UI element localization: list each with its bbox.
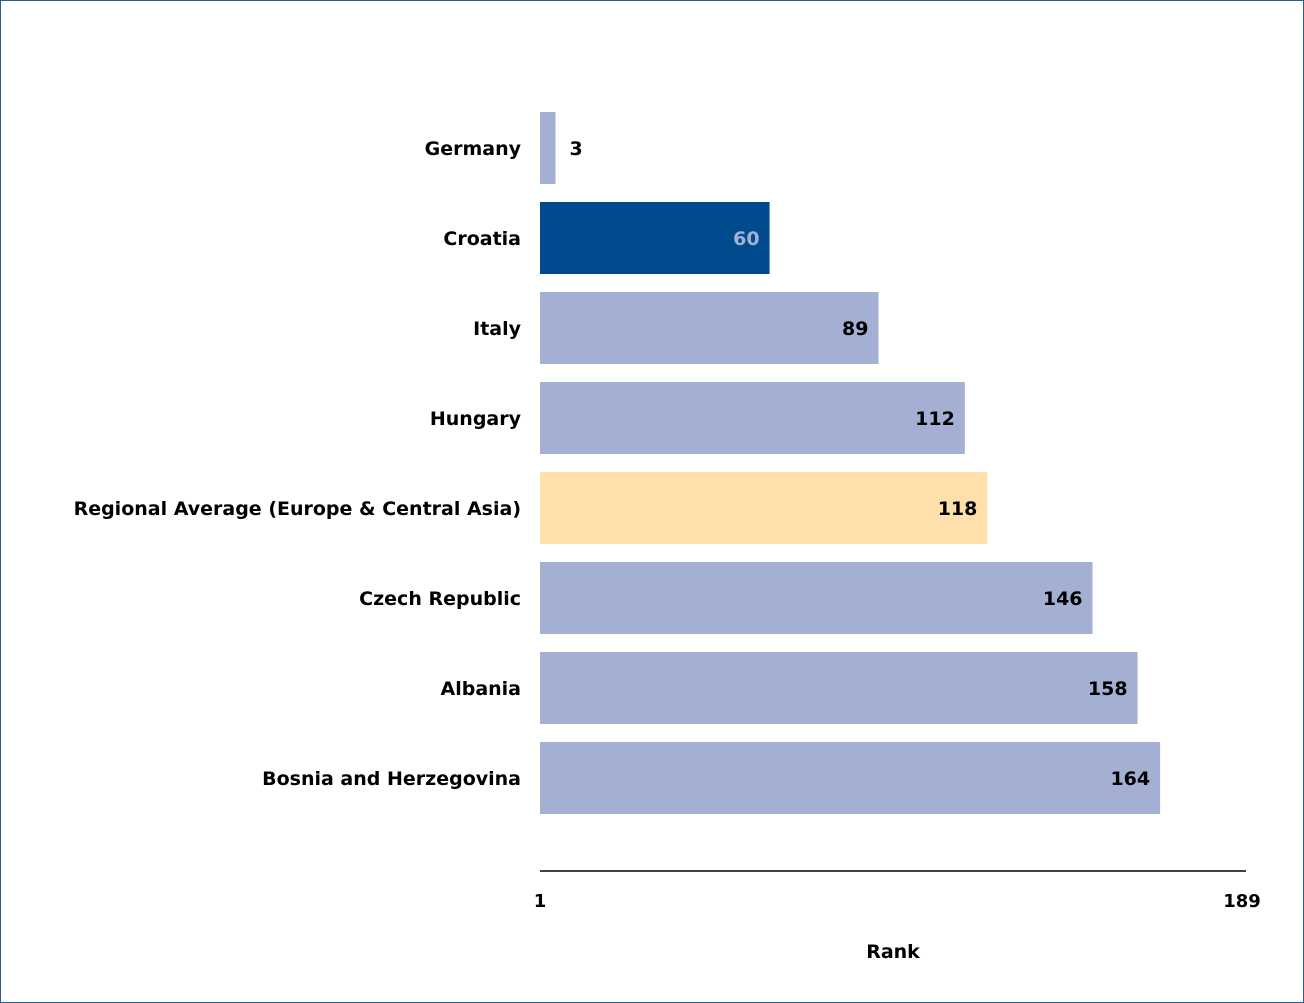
- bar-0: [540, 112, 556, 184]
- value-label-2: 89: [842, 318, 868, 340]
- value-label-5: 146: [1043, 588, 1083, 610]
- category-label-4: Regional Average (Europe & Central Asia): [74, 498, 521, 520]
- category-label-2: Italy: [473, 318, 521, 340]
- value-label-4: 118: [938, 498, 978, 520]
- x-axis-label: Rank: [866, 941, 920, 963]
- bars-group: Germany 3 Croatia 60 Italy 89 Hungary 112 Region…: [74, 112, 1161, 814]
- category-label-3: Hungary: [430, 408, 522, 430]
- bar-4: [540, 472, 988, 544]
- x-tick-label-min: 1: [534, 891, 547, 912]
- value-label-3: 112: [915, 408, 955, 430]
- value-label-1: 60: [733, 228, 759, 250]
- category-label-5: Czech Republic: [359, 588, 521, 610]
- bar-3: [540, 382, 965, 454]
- bar-7: [540, 742, 1161, 814]
- category-label-7: Bosnia and Herzegovina: [262, 768, 521, 790]
- bar-1: [540, 202, 770, 274]
- value-label-7: 164: [1110, 768, 1150, 790]
- category-label-1: Croatia: [443, 228, 521, 250]
- category-label-6: Albania: [441, 678, 522, 700]
- value-label-6: 158: [1088, 678, 1128, 700]
- bar-2: [540, 292, 879, 364]
- category-label-0: Germany: [425, 138, 522, 160]
- x-tick-label-max: 189: [1223, 891, 1261, 912]
- bar-6: [540, 652, 1138, 724]
- value-label-0: 3: [570, 138, 583, 160]
- bar-5: [540, 562, 1093, 634]
